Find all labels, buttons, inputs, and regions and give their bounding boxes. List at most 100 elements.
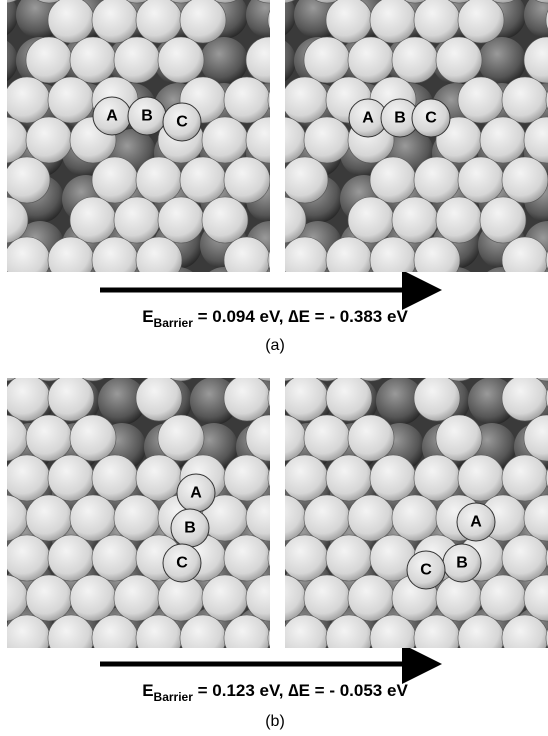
eq-subscript: Barrier — [154, 690, 194, 704]
eq-symbol: E — [142, 681, 153, 700]
surface-atom — [4, 375, 50, 421]
subsurface-atom — [0, 423, 8, 471]
eq-rest: = 0.094 eV, ∆E = - 0.383 eV — [193, 307, 409, 326]
subsurface-atom — [330, 331, 378, 379]
surface-atom — [414, 455, 460, 501]
subsurface-atom — [422, 699, 470, 736]
surface-atom — [48, 615, 94, 661]
surface-atom — [392, 197, 438, 243]
surface-atom — [436, 415, 482, 461]
surface-atom — [70, 37, 116, 83]
subsurface-atom — [376, 331, 424, 379]
surface-atom — [92, 615, 138, 661]
surface-atom — [4, 535, 50, 581]
subsurface-atom — [524, 267, 548, 315]
surface-atom — [436, 655, 482, 701]
subsurface-atom — [282, 699, 330, 736]
atom-label: A — [190, 485, 202, 502]
surface-atom — [92, 455, 138, 501]
surface-atom — [180, 615, 226, 661]
surface-atom — [502, 455, 548, 501]
surface-atom — [282, 237, 328, 283]
surface-atom — [70, 277, 116, 323]
surface-atom — [502, 615, 548, 661]
subsurface-atom — [0, 653, 8, 701]
surface-atom — [480, 117, 526, 163]
surface-atom — [282, 535, 328, 581]
surface-atom — [4, 237, 50, 283]
surface-atom — [70, 197, 116, 243]
eq-symbol: E — [142, 307, 153, 326]
surface-atom — [304, 117, 350, 163]
surface-atom — [26, 415, 72, 461]
surface-atom — [26, 495, 72, 541]
surface-atom — [480, 197, 526, 243]
surface-atom — [0, 157, 6, 203]
subsurface-atom — [422, 653, 470, 701]
surface-atom — [136, 615, 182, 661]
surface-atom — [458, 615, 504, 661]
caption: (a) — [265, 337, 285, 354]
surface-atom — [114, 575, 160, 621]
subsurface-atom — [0, 515, 8, 563]
surface-atom — [26, 655, 72, 701]
atom-label: A — [106, 108, 118, 125]
surface-atom — [224, 77, 270, 123]
subsurface-atom — [0, 313, 18, 361]
surface-atom — [70, 335, 116, 381]
surface-atom — [136, 237, 182, 283]
atom-label: C — [420, 562, 432, 579]
surface-atom — [48, 237, 94, 283]
surface-atom — [370, 157, 416, 203]
surface-atom — [4, 615, 50, 661]
surface-atom — [458, 455, 504, 501]
surface-atom — [158, 415, 204, 461]
surface-atom — [224, 455, 270, 501]
surface-atom — [92, 237, 138, 283]
subsurface-atom — [376, 699, 424, 736]
surface-atom — [0, 277, 28, 323]
surface-atom — [524, 277, 548, 323]
surface-atom — [282, 455, 328, 501]
subsurface-atom — [98, 653, 146, 701]
subsurface-atom — [514, 653, 548, 701]
atom-label: A — [362, 110, 374, 127]
subsurface-atom — [524, 313, 548, 361]
atom-label: A — [470, 514, 482, 531]
surface-atom — [458, 157, 504, 203]
surface-atom — [436, 37, 482, 83]
surface-atom — [414, 0, 460, 43]
surface-atom — [502, 237, 548, 283]
surface-atom — [180, 157, 226, 203]
surface-atom — [304, 575, 350, 621]
subsurface-atom — [284, 331, 332, 379]
surface-atom — [158, 37, 204, 83]
subsurface-atom — [0, 267, 18, 315]
subsurface-atom — [468, 331, 516, 379]
surface-atom — [158, 335, 204, 381]
subsurface-atom — [98, 331, 146, 379]
equation: EBarrier = 0.123 eV, ∆E = - 0.053 eV — [142, 681, 408, 704]
surface-atom — [70, 495, 116, 541]
figure: EBarrier = 0.094 eV, ∆E = - 0.383 eV (a)… — [0, 0, 548, 736]
surface-atom — [224, 157, 270, 203]
surface-atom — [0, 335, 28, 381]
caption: (b) — [265, 713, 285, 730]
surface-atom — [290, 335, 336, 381]
surface-atom — [4, 157, 50, 203]
subsurface-atom — [468, 699, 516, 736]
surface-atom — [48, 535, 94, 581]
surface-atom — [414, 157, 460, 203]
surface-atom — [348, 575, 394, 621]
surface-atom — [502, 77, 548, 123]
subsurface-atom — [98, 699, 146, 736]
atom-label: B — [394, 110, 406, 127]
surface-atom — [348, 415, 394, 461]
surface-atom — [224, 535, 270, 581]
surface-atom — [26, 117, 72, 163]
surface-atom — [0, 0, 6, 43]
surface-atom — [0, 615, 6, 661]
surface-atom — [524, 655, 548, 701]
surface-atom — [458, 0, 504, 43]
surface-atom — [370, 615, 416, 661]
